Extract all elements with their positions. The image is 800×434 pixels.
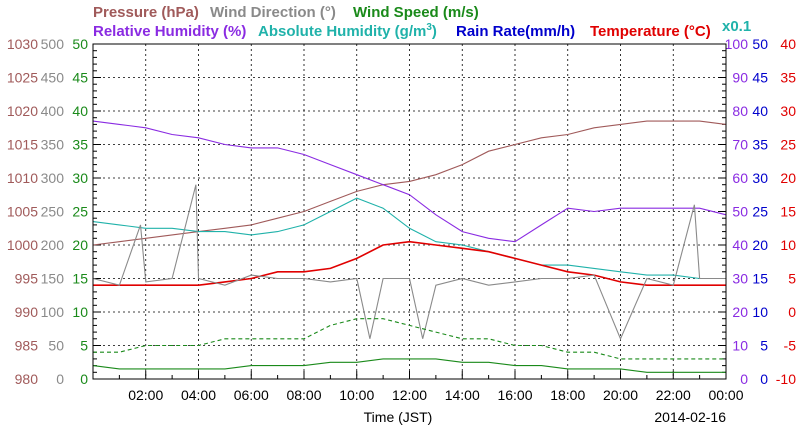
series-absolute-humidity-g-m3 (92, 197, 726, 280)
title-absolute-humidity: Absolute Humidity (g/m3) (258, 22, 437, 40)
y-tick-label-wind-direction: 0 (56, 371, 64, 387)
plot-frame (92, 43, 727, 380)
x-tick-label: 04:00 (181, 387, 216, 403)
title-temperature: Temperature (°C) (590, 23, 711, 40)
y-tick-label-temperature: 35 (780, 70, 796, 86)
y-tick-label-relative-humidity: 30 (732, 271, 748, 287)
y-tick-label-rain-rate: 40 (752, 103, 768, 119)
x-tick-label: 16:00 (497, 387, 532, 403)
y-tick-label-relative-humidity: 70 (732, 137, 748, 153)
x-tick-label: 06:00 (234, 387, 269, 403)
y-tick-label-temperature: 5 (788, 271, 796, 287)
title-pressure: Pressure (hPa) (93, 4, 199, 21)
y-tick-label-wind-speed: 20 (72, 237, 88, 253)
series-wind-direction (92, 184, 726, 341)
y-tick-label-relative-humidity: 50 (732, 204, 748, 220)
y-tick-label-wind-speed: 10 (72, 304, 88, 320)
y-tick-label-temperature: -5 (784, 338, 797, 354)
x-tick-label: 14:00 (445, 387, 480, 403)
y-tick-label-pressure: 980 (15, 371, 39, 387)
y-tick-label-temperature: 0 (788, 304, 796, 320)
x-tick-label: 20:00 (603, 387, 638, 403)
y-tick-label-rain-rate: 30 (752, 170, 768, 186)
y-tick-label-temperature: 25 (780, 137, 796, 153)
title-wind-direction: Wind Direction (°) (210, 4, 336, 21)
y-tick-label-wind-direction: 50 (48, 338, 64, 354)
series-relative-humidity (92, 120, 727, 243)
y-tick-label-wind-speed: 25 (72, 204, 88, 220)
y-tick-label-wind-speed: 40 (72, 103, 88, 119)
y-tick-label-wind-speed: 45 (72, 70, 88, 86)
x-axis-label: Time (JST) (364, 409, 433, 425)
y-tick-label-wind-direction: 250 (41, 204, 65, 220)
y-tick-label-pressure: 1005 (7, 204, 38, 220)
y-tick-label-rain-rate: 25 (752, 204, 768, 220)
y-tick-label-wind-direction: 200 (41, 237, 65, 253)
y-tick-label-temperature: -10 (776, 371, 796, 387)
x-tick-label: 08:00 (286, 387, 321, 403)
y-tick-label-temperature: 30 (780, 103, 796, 119)
y-tick-label-pressure: 995 (15, 271, 39, 287)
x-tick-label: 18:00 (550, 387, 585, 403)
y-tick-label-pressure: 985 (15, 338, 39, 354)
x-tick-label: 12:00 (392, 387, 427, 403)
axes: 02:00 04:00 06:00 08:00 10:00 12:00 14:00 16:00… (7, 36, 796, 403)
grid (93, 44, 726, 379)
y-tick-label-rain-rate: 50 (752, 36, 768, 52)
y-tick-label-relative-humidity: 10 (732, 338, 748, 354)
y-tick-label-relative-humidity: 0 (740, 371, 748, 387)
title-relative-humidity: Relative Humidity (%) (93, 23, 246, 40)
y-tick-label-pressure: 1020 (7, 103, 38, 119)
y-tick-label-wind-direction: 300 (41, 170, 65, 186)
y-tick-label-rain-rate: 5 (760, 338, 768, 354)
series-temperature-c (93, 240, 726, 287)
y-tick-label-relative-humidity: 90 (732, 70, 748, 86)
y-tick-label-temperature: 10 (780, 237, 796, 253)
y-tick-label-pressure: 1025 (7, 70, 38, 86)
y-tick-label-wind-direction: 500 (41, 36, 65, 52)
y-tick-label-wind-speed: 30 (72, 170, 88, 186)
y-tick-label-wind-speed: 0 (80, 371, 88, 387)
series-wind-gust-m-s (93, 318, 726, 360)
title-multiplier: x0.1 (722, 18, 751, 35)
y-tick-label-pressure: 1000 (7, 237, 38, 253)
y-tick-label-rain-rate: 35 (752, 137, 768, 153)
x-tick-label: 02:00 (128, 387, 163, 403)
y-tick-label-pressure: 990 (15, 304, 39, 320)
title-rain-rate: Rain Rate(mm/h) (456, 23, 575, 40)
y-tick-label-relative-humidity: 100 (725, 36, 749, 52)
date-label: 2014-02-16 (654, 409, 726, 425)
title-wind-speed: Wind Speed (m/s) (353, 4, 479, 21)
y-tick-label-rain-rate: 0 (760, 371, 768, 387)
y-tick-label-wind-direction: 100 (41, 304, 65, 320)
y-tick-label-pressure: 1030 (7, 36, 38, 52)
y-tick-label-temperature: 40 (780, 36, 796, 52)
y-tick-label-wind-speed: 35 (72, 137, 88, 153)
y-tick-label-rain-rate: 10 (752, 304, 768, 320)
y-tick-label-rain-rate: 15 (752, 271, 768, 287)
y-tick-label-relative-humidity: 40 (732, 237, 748, 253)
y-tick-label-wind-direction: 150 (41, 271, 65, 287)
y-tick-label-rain-rate: 45 (752, 70, 768, 86)
y-tick-label-wind-speed: 50 (72, 36, 88, 52)
y-tick-label-wind-speed: 5 (80, 338, 88, 354)
y-tick-label-wind-direction: 350 (41, 137, 65, 153)
y-tick-label-temperature: 15 (780, 204, 796, 220)
series-wind-speed-m-s (92, 358, 726, 373)
x-tick-label: 00:00 (708, 387, 743, 403)
y-tick-label-temperature: 20 (780, 170, 796, 186)
x-tick-label: 22:00 (656, 387, 691, 403)
x-tick-label: 10:00 (339, 387, 374, 403)
y-tick-label-wind-direction: 450 (41, 70, 65, 86)
y-tick-label-wind-speed: 15 (72, 271, 88, 287)
y-tick-label-relative-humidity: 80 (732, 103, 748, 119)
y-tick-label-rain-rate: 20 (752, 237, 768, 253)
y-tick-label-wind-direction: 400 (41, 103, 65, 119)
y-tick-label-relative-humidity: 60 (732, 170, 748, 186)
y-tick-label-pressure: 1015 (7, 137, 38, 153)
y-tick-label-pressure: 1010 (7, 170, 38, 186)
y-tick-label-relative-humidity: 20 (732, 304, 748, 320)
